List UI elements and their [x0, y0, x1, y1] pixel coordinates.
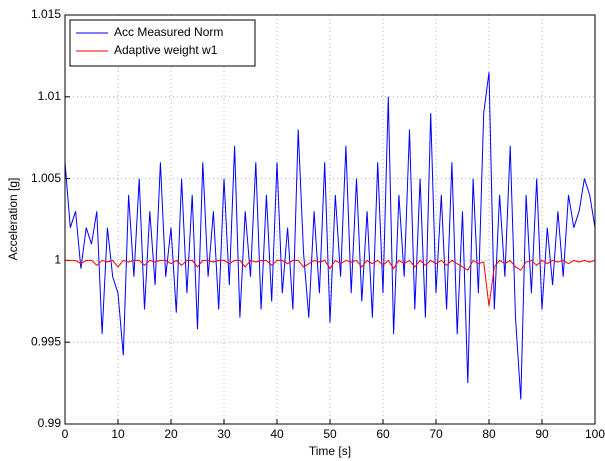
y-axis-label: Acceleration [g] — [6, 178, 20, 261]
x-tick-label: 10 — [111, 427, 125, 441]
x-tick-label: 80 — [482, 427, 496, 441]
data-line — [65, 259, 596, 307]
y-tick-label: 1.01 — [38, 89, 62, 103]
x-axis-label: Time [s] — [309, 444, 351, 458]
x-tick-label: 0 — [62, 427, 69, 441]
x-tick-label: 90 — [535, 427, 549, 441]
x-tick-label: 100 — [585, 427, 605, 441]
x-tick-label: 30 — [217, 427, 231, 441]
x-tick-label: 70 — [429, 427, 443, 441]
x-tick-label: 40 — [270, 427, 284, 441]
legend-label: Adaptive weight w1 — [114, 43, 218, 57]
y-tick-label: 1.005 — [31, 171, 61, 185]
y-tick-label: 0.99 — [38, 416, 62, 430]
legend-box — [69, 19, 256, 67]
legend-label: Acc Measured Norm — [114, 25, 223, 39]
x-tick-label: 60 — [376, 427, 390, 441]
y-tick-label: 1.015 — [31, 7, 61, 21]
axes-box — [64, 14, 596, 425]
y-tick-label: 1 — [54, 253, 61, 267]
x-tick-label: 20 — [164, 427, 178, 441]
legend: Acc Measured Norm Adaptive weight w1 — [69, 19, 256, 67]
x-tick-label: 50 — [323, 427, 337, 441]
data-line — [64, 72, 596, 400]
y-tick-label: 0.995 — [31, 334, 61, 348]
